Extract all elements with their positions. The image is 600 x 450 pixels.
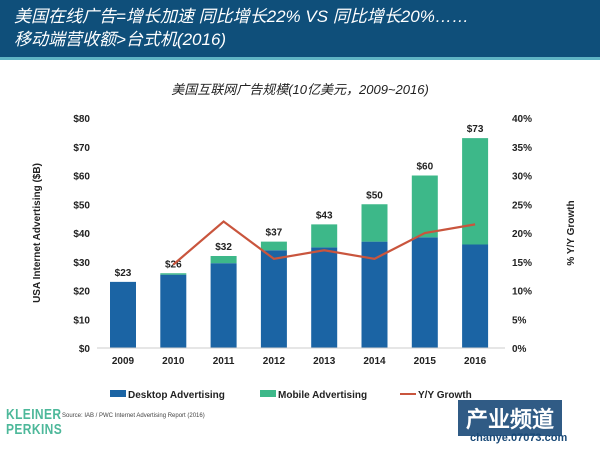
y2-axis-label: % Y/Y Growth <box>566 200 577 265</box>
desktop-bar <box>260 250 287 348</box>
y-tick-label: $70 <box>73 143 90 154</box>
x-tick-label: 2014 <box>363 356 386 367</box>
desktop-bar <box>462 244 489 348</box>
legend-label: Desktop Advertising <box>128 390 225 401</box>
y-tick-label: $10 <box>73 315 90 326</box>
mobile-bar <box>260 241 287 251</box>
header-banner: 美国在线广告=增长加速 同比增长22% VS 同比增长20%…… 移动端营收额>… <box>0 0 600 60</box>
y-tick-label: $50 <box>73 200 90 211</box>
y-tick-label: $20 <box>73 287 90 298</box>
y2-tick-label: 10% <box>512 287 532 298</box>
y-tick-label: $60 <box>73 172 90 183</box>
total-label: $32 <box>215 242 232 253</box>
x-tick-label: 2015 <box>414 356 437 367</box>
legend-swatch <box>110 390 126 397</box>
mobile-bar <box>361 204 388 242</box>
x-tick-label: 2013 <box>313 356 336 367</box>
x-tick-label: 2010 <box>162 356 185 367</box>
mobile-bar <box>311 224 338 248</box>
header-title-line2: 移动端营收额>台式机(2016) <box>14 30 227 49</box>
watermark-url: chanye.07073.com <box>470 432 568 444</box>
total-label: $43 <box>316 210 333 221</box>
chart-title: 美国互联网广告规模(10亿美元，2009~2016) <box>171 82 429 97</box>
y2-tick-label: 15% <box>512 258 532 269</box>
kleiner-perkins-logo: KLEINER PERKINS <box>6 407 62 437</box>
mobile-bar <box>210 256 237 264</box>
mobile-bar <box>160 273 187 275</box>
y-tick-label: $80 <box>73 114 90 125</box>
x-tick-label: 2009 <box>112 356 135 367</box>
y-tick-label: $40 <box>73 229 90 240</box>
y2-tick-label: 0% <box>512 344 527 355</box>
total-label: $23 <box>115 268 132 279</box>
y2-tick-label: 40% <box>512 114 532 125</box>
growth-line <box>172 220 476 266</box>
mobile-bar <box>462 138 489 245</box>
legend-swatch <box>260 390 276 397</box>
total-label: $50 <box>366 190 383 201</box>
total-label: $73 <box>467 124 484 135</box>
total-label: $37 <box>266 228 283 239</box>
x-tick-label: 2016 <box>464 356 487 367</box>
y2-tick-label: 25% <box>512 200 532 211</box>
x-tick-label: 2011 <box>213 356 235 367</box>
legend-swatch-growth <box>400 393 416 395</box>
legend: Desktop Advertising Mobile Advertising Y/Y… <box>110 390 472 401</box>
logo-line2: PERKINS <box>6 421 63 438</box>
x-tick-label: 2012 <box>263 356 286 367</box>
y-tick-label: $0 <box>79 344 91 355</box>
legend-label: Y/Y Growth <box>418 390 472 401</box>
source-note: Source: IAB / PWC Internet Advertising R… <box>62 413 205 419</box>
mobile-bar <box>411 175 438 238</box>
desktop-bar <box>160 274 187 348</box>
total-label: $60 <box>416 162 433 173</box>
y2-tick-label: 35% <box>512 143 532 154</box>
desktop-bar <box>110 281 136 348</box>
y2-tick-label: 5% <box>512 315 527 326</box>
desktop-bar <box>411 237 438 348</box>
header-title-line1: 美国在线广告=增长加速 同比增长22% VS 同比增长20%…… <box>14 7 469 26</box>
logo-line1: KLEINER <box>6 406 62 423</box>
watermark: 产业频道 <box>458 400 563 436</box>
y-tick-label: $30 <box>73 258 90 269</box>
y-axis-label: USA Internet Advertising ($B) <box>32 163 43 303</box>
desktop-bar <box>311 247 338 348</box>
y2-tick-label: 20% <box>512 229 532 240</box>
y2-tick-label: 30% <box>512 172 532 183</box>
legend-label: Mobile Advertising <box>278 390 367 401</box>
desktop-bar <box>210 263 237 348</box>
